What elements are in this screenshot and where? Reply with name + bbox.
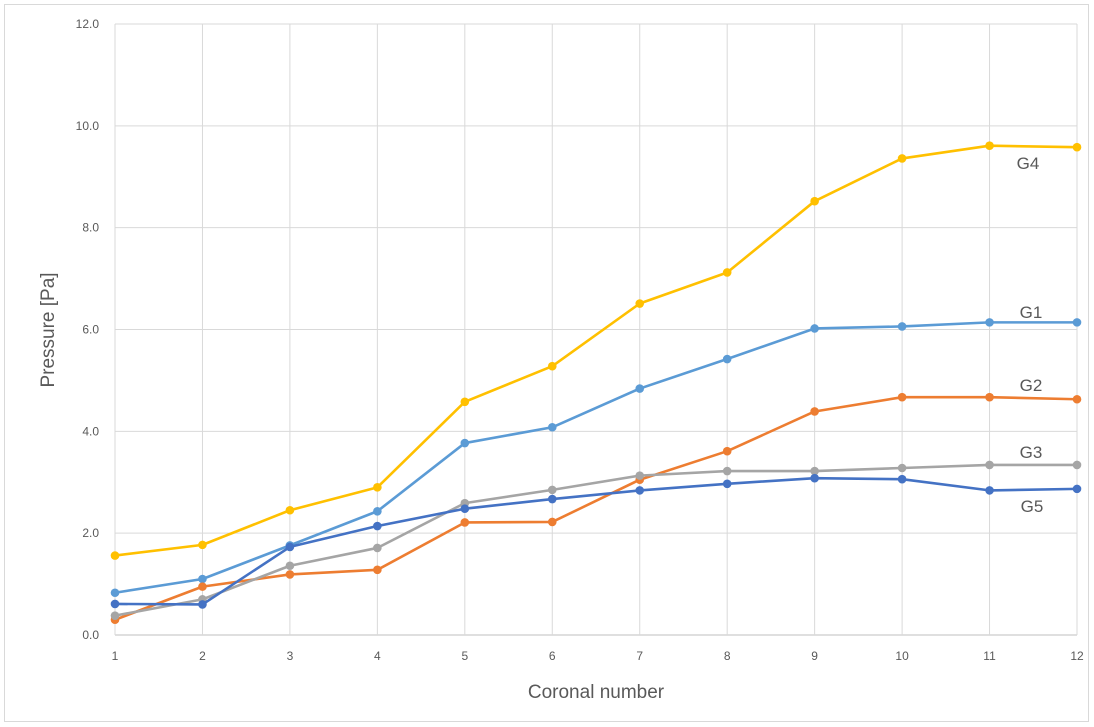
data-point xyxy=(285,570,295,579)
series-label-g5: G5 xyxy=(1021,497,1044,516)
data-point xyxy=(722,446,732,456)
series-g4 xyxy=(110,141,1082,560)
data-point xyxy=(460,397,470,407)
data-point xyxy=(897,463,907,473)
series-line-g4 xyxy=(114,144,1078,557)
x-tick-label: 12 xyxy=(1070,649,1084,663)
series-g5 xyxy=(110,473,1082,609)
data-point xyxy=(198,582,207,591)
gridlines xyxy=(114,23,1078,636)
data-point xyxy=(810,473,819,483)
x-tick-label: 10 xyxy=(895,649,909,663)
data-point xyxy=(373,483,382,492)
series-label-g3: G3 xyxy=(1020,443,1043,462)
data-point xyxy=(1072,142,1082,152)
data-point xyxy=(460,518,470,527)
data-point xyxy=(810,407,819,416)
x-tick-label: 4 xyxy=(374,649,381,663)
data-point xyxy=(897,154,907,163)
series-labels: G1 G2 G3 G4 G5 xyxy=(1017,154,1044,516)
data-point xyxy=(373,565,382,575)
data-point xyxy=(285,542,295,552)
series-line-g1 xyxy=(114,321,1077,595)
series-g3 xyxy=(110,460,1082,620)
data-point xyxy=(547,517,557,527)
data-point xyxy=(110,599,120,609)
data-point xyxy=(198,540,207,550)
data-point xyxy=(635,471,645,480)
data-point xyxy=(373,543,382,553)
data-point xyxy=(547,422,557,432)
data-point xyxy=(985,392,994,402)
x-tick-label: 9 xyxy=(811,649,818,663)
series-label-g2: G2 xyxy=(1020,376,1043,395)
data-point xyxy=(547,485,557,495)
data-point xyxy=(1072,394,1082,404)
data-point xyxy=(985,486,994,495)
data-point xyxy=(635,486,645,495)
x-axis-title: Coronal number xyxy=(528,682,665,703)
data-point xyxy=(722,479,732,489)
y-tick-label: 8.0 xyxy=(82,221,99,235)
x-tick-label: 1 xyxy=(112,649,119,663)
data-point xyxy=(635,384,645,393)
y-tick-label: 0.0 xyxy=(82,628,99,642)
data-point xyxy=(722,354,732,364)
data-point xyxy=(897,474,907,484)
data-point xyxy=(985,460,994,470)
series-line-g2 xyxy=(114,395,1078,621)
data-point xyxy=(547,494,557,504)
data-point xyxy=(985,141,994,150)
data-point xyxy=(1072,460,1082,470)
data-point xyxy=(810,466,819,476)
x-tick-label: 2 xyxy=(199,649,206,663)
data-point xyxy=(285,561,295,571)
series-line-g5 xyxy=(114,476,1078,606)
y-tick-label: 4.0 xyxy=(82,424,99,438)
x-tick-label: 11 xyxy=(983,649,996,663)
series-label-g1: G1 xyxy=(1020,303,1043,322)
series-lines xyxy=(110,141,1082,625)
y-tick-label: 6.0 xyxy=(82,323,99,337)
data-point xyxy=(635,299,645,308)
data-point xyxy=(722,268,732,277)
data-point xyxy=(373,506,382,516)
data-point xyxy=(198,574,207,584)
tick-labels: 0.02.04.06.08.010.012.01 2 3 4 5 6 7 8 9 10 11 12 xyxy=(76,17,1084,663)
data-point xyxy=(460,504,470,514)
series-label-g4: G4 xyxy=(1017,154,1040,173)
data-point xyxy=(810,324,819,333)
data-point xyxy=(110,588,120,598)
data-point xyxy=(110,611,120,620)
x-tick-label: 7 xyxy=(636,649,643,663)
data-point xyxy=(897,392,907,402)
series-g1 xyxy=(110,318,1082,598)
data-point xyxy=(985,318,994,327)
data-point xyxy=(722,466,732,476)
data-point xyxy=(810,196,819,206)
data-point xyxy=(1072,318,1082,327)
data-point xyxy=(547,361,557,371)
y-tick-label: 10.0 xyxy=(76,119,100,133)
y-tick-label: 2.0 xyxy=(82,526,99,540)
y-tick-label: 12.0 xyxy=(76,17,100,31)
series-line-g3 xyxy=(114,463,1077,617)
data-point xyxy=(285,505,295,515)
data-point xyxy=(460,438,470,448)
x-tick-label: 6 xyxy=(549,649,556,663)
data-point xyxy=(373,521,382,531)
x-tick-label: 8 xyxy=(724,649,731,663)
data-point xyxy=(897,322,907,331)
data-point xyxy=(110,551,120,560)
series-g2 xyxy=(110,392,1082,625)
data-point xyxy=(1072,484,1082,494)
x-tick-label: 5 xyxy=(461,649,468,663)
x-tick-label: 3 xyxy=(287,649,294,663)
y-axis-title: Pressure [Pa] xyxy=(38,272,59,387)
data-point xyxy=(198,600,207,609)
